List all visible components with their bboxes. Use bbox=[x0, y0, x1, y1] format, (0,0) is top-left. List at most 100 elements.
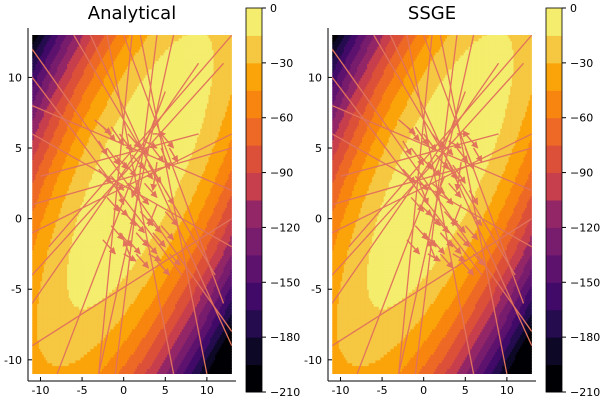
gradient-arrow bbox=[464, 147, 475, 170]
y-tick-label: -10 bbox=[304, 354, 322, 367]
colorbar-level bbox=[546, 364, 562, 393]
gradient-arrow bbox=[110, 225, 125, 241]
gradient-arrow bbox=[110, 175, 125, 191]
gradient-arrow bbox=[452, 253, 466, 262]
gradient-arrow bbox=[152, 147, 165, 163]
colorbar-frame bbox=[545, 7, 563, 393]
colorbar-level bbox=[246, 254, 262, 283]
gradient-arrow bbox=[143, 182, 158, 198]
colorbar-tick-label: 0 bbox=[570, 2, 577, 15]
gradient-arrow bbox=[473, 253, 485, 266]
gradient-arrow bbox=[448, 239, 462, 255]
colorbar-level bbox=[546, 172, 562, 201]
colorbar-level bbox=[246, 62, 262, 91]
gradient-arrow bbox=[468, 190, 479, 206]
trajectory-line bbox=[32, 62, 200, 304]
gradient-arrow bbox=[406, 126, 421, 142]
gradient-arrow bbox=[150, 162, 158, 192]
gradient-arrow bbox=[123, 211, 137, 227]
gradient-arrow bbox=[147, 204, 158, 227]
colorbar-level bbox=[246, 200, 262, 228]
x-tick-label: -10 bbox=[331, 384, 349, 397]
colorbar-tick-label: −60 bbox=[270, 112, 293, 125]
colorbar-level bbox=[246, 227, 262, 256]
colorbar-tick-label: −180 bbox=[570, 331, 600, 344]
gradient-arrows bbox=[94, 119, 181, 276]
gradient-arrow bbox=[460, 260, 475, 276]
gradient-arrow bbox=[131, 218, 146, 234]
gradient-arrow bbox=[464, 133, 479, 149]
gradient-arrow bbox=[439, 140, 454, 156]
colorbar-level bbox=[246, 364, 262, 393]
gradient-arrow bbox=[435, 218, 450, 234]
x-tick-label: -5 bbox=[77, 384, 88, 397]
gradient-arrow bbox=[423, 133, 437, 152]
gradient-arrow bbox=[456, 232, 470, 248]
gradient-arrow bbox=[160, 147, 171, 170]
gradient-arrow bbox=[102, 126, 116, 142]
gradient-arrow bbox=[414, 126, 429, 146]
x-tick-label: 10 bbox=[200, 384, 214, 397]
colorbar-level bbox=[546, 35, 562, 64]
trajectory-line bbox=[332, 147, 532, 206]
contour-field bbox=[332, 35, 532, 374]
gradient-arrow bbox=[406, 239, 421, 255]
gradient-arrow bbox=[122, 239, 133, 262]
panel-2: -10 -5 0 5 10 -10 -5 0 5 10 SSGE 0 −30 −60 −90 −120 −150… bbox=[304, 2, 600, 399]
y-tick-label: 0 bbox=[315, 213, 322, 226]
x-tick-label: 0 bbox=[120, 384, 127, 397]
gradient-arrow bbox=[439, 232, 454, 248]
colorbar-tick-label: −30 bbox=[570, 57, 593, 70]
colorbar-tick-label: −30 bbox=[270, 57, 293, 70]
gradient-arrow bbox=[106, 147, 121, 166]
trajectory-line bbox=[398, 35, 433, 374]
gradient-arrow bbox=[414, 225, 429, 241]
colorbar-tick-label: −150 bbox=[270, 276, 300, 289]
colorbar-frame bbox=[245, 7, 263, 393]
colorbar-tick-label: 0 bbox=[270, 2, 277, 15]
gradient-arrow bbox=[168, 147, 179, 163]
colorbar-level bbox=[246, 145, 262, 174]
gradient-arrow bbox=[106, 196, 121, 213]
x-tick-label: 10 bbox=[500, 384, 514, 397]
gradient-arrow bbox=[110, 126, 125, 146]
gradient-arrow bbox=[118, 133, 133, 152]
colorbar-level bbox=[546, 8, 562, 36]
gradient-arrow bbox=[472, 147, 483, 163]
gradient-arrows bbox=[398, 119, 485, 276]
trajectory-line bbox=[123, 35, 225, 304]
gradient-arrow bbox=[143, 239, 158, 255]
colorbar-level bbox=[546, 145, 562, 174]
colorbar: 0 −30 −60 −90 −120 −150 −180 −210 bbox=[245, 2, 300, 399]
colorbar-tick-label: −210 bbox=[270, 386, 300, 399]
gradient-arrow bbox=[156, 260, 170, 276]
colorbar-level bbox=[546, 90, 562, 119]
gradient-arrow bbox=[426, 239, 437, 262]
colorbar-tick-label: −210 bbox=[570, 386, 600, 399]
panel-1: -10 -5 0 5 10 -10 -5 0 5 10 Analytical 0 −30 −60 −90 −1… bbox=[4, 2, 300, 399]
trajectory-line bbox=[398, 35, 475, 374]
colorbar-level bbox=[246, 337, 262, 366]
gradient-arrow bbox=[168, 253, 181, 266]
gradient-arrow bbox=[127, 133, 141, 149]
y-tick-label: -5 bbox=[311, 283, 322, 296]
gradient-arrow bbox=[410, 147, 425, 166]
colorbar-level bbox=[546, 200, 562, 228]
trajectory-line bbox=[40, 133, 199, 177]
gradient-arrow bbox=[451, 204, 462, 227]
trajectory-line bbox=[89, 35, 232, 346]
y-tick-label: 5 bbox=[15, 142, 22, 155]
colorbar-level bbox=[546, 117, 562, 146]
gradient-arrow bbox=[468, 211, 483, 227]
gradient-arrow bbox=[160, 225, 175, 241]
gradient-arrow bbox=[164, 211, 179, 227]
gradient-arrow bbox=[427, 211, 441, 227]
colorbar-level bbox=[246, 90, 262, 119]
trajectory-line bbox=[98, 35, 175, 374]
x-tick-label: 5 bbox=[162, 384, 169, 397]
gradient-arrow bbox=[144, 140, 158, 149]
gradient-arrow bbox=[127, 239, 141, 255]
colorbar-tick-label: −90 bbox=[570, 167, 593, 180]
trajectory-line bbox=[332, 218, 532, 347]
